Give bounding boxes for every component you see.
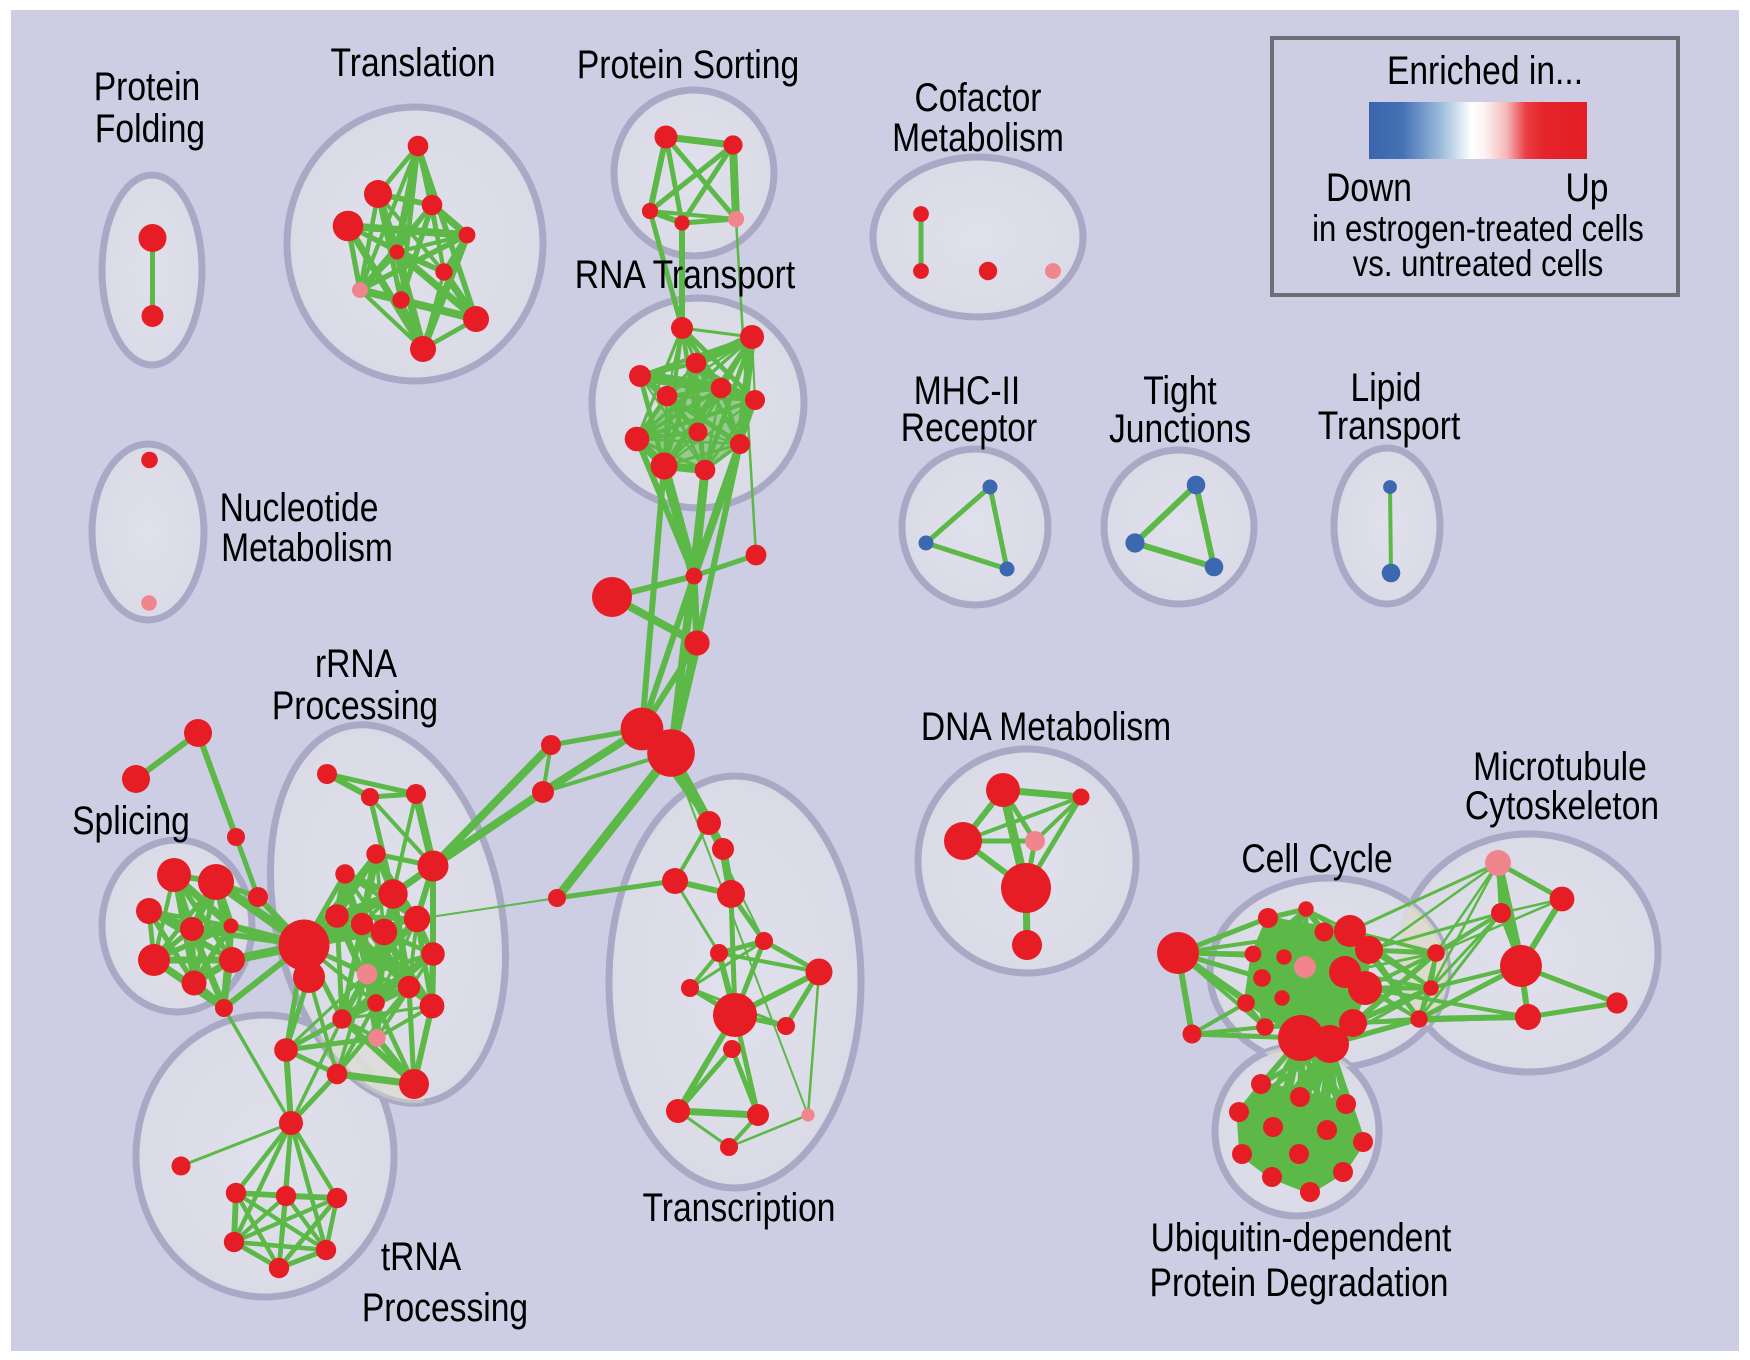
svg-text:Lipid: Lipid xyxy=(1351,366,1422,410)
svg-text:Transcription: Transcription xyxy=(643,1186,836,1230)
svg-text:Metabolism: Metabolism xyxy=(221,526,393,570)
svg-text:Processing: Processing xyxy=(272,684,438,728)
svg-text:Up: Up xyxy=(1566,166,1609,210)
svg-text:DNA Metabolism: DNA Metabolism xyxy=(921,705,1171,749)
svg-text:Transport: Transport xyxy=(1318,404,1461,448)
svg-text:Microtubule: Microtubule xyxy=(1473,745,1647,789)
svg-text:Tight: Tight xyxy=(1143,369,1217,413)
svg-text:tRNA: tRNA xyxy=(381,1235,462,1279)
svg-text:Splicing: Splicing xyxy=(72,799,190,843)
svg-text:Protein: Protein xyxy=(94,65,201,109)
svg-text:RNA Transport: RNA Transport xyxy=(575,253,795,297)
svg-text:MHC-II: MHC-II xyxy=(914,369,1020,413)
svg-text:Down: Down xyxy=(1326,166,1412,210)
svg-text:vs. untreated cells: vs. untreated cells xyxy=(1353,243,1604,284)
svg-text:Cofactor: Cofactor xyxy=(915,76,1042,120)
svg-text:Ubiquitin-dependent: Ubiquitin-dependent xyxy=(1151,1216,1452,1260)
svg-text:in estrogen-treated cells: in estrogen-treated cells xyxy=(1312,208,1644,249)
svg-text:Processing: Processing xyxy=(362,1286,528,1330)
svg-text:Translation: Translation xyxy=(331,41,496,85)
svg-text:Folding: Folding xyxy=(95,107,205,151)
svg-text:Receptor: Receptor xyxy=(901,406,1037,450)
svg-text:Protein Degradation: Protein Degradation xyxy=(1150,1261,1449,1305)
svg-text:rRNA: rRNA xyxy=(315,642,397,686)
svg-text:Cytoskeleton: Cytoskeleton xyxy=(1465,784,1659,828)
svg-text:Enriched in...: Enriched in... xyxy=(1387,49,1583,93)
svg-text:Junctions: Junctions xyxy=(1109,407,1251,451)
svg-text:Nucleotide: Nucleotide xyxy=(220,486,379,530)
svg-text:Cell Cycle: Cell Cycle xyxy=(1241,837,1392,881)
svg-text:Metabolism: Metabolism xyxy=(892,116,1064,160)
svg-text:Protein Sorting: Protein Sorting xyxy=(577,43,799,87)
